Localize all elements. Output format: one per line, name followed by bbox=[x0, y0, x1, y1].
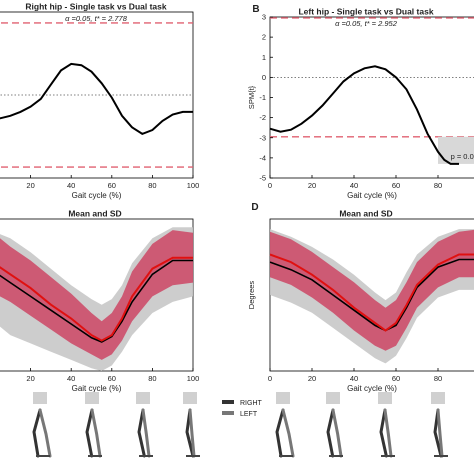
panel-b-ytick-label: 0 bbox=[262, 73, 266, 82]
panel-b-xtick-label: 80 bbox=[434, 181, 442, 190]
gait-left-leg bbox=[383, 408, 393, 458]
panel-b-letter: B bbox=[252, 4, 259, 15]
panel-d-ylabel: Degrees bbox=[247, 281, 256, 310]
panel-b-title: Left hip - Single task vs Dual task bbox=[298, 7, 433, 17]
panel-b-ytick-label: -5 bbox=[259, 174, 266, 183]
gait-torso-box bbox=[183, 392, 197, 404]
panel-c-xtick-label: 40 bbox=[67, 374, 75, 383]
gait-figure bbox=[136, 392, 153, 458]
panel-b-xlabel: Gait cycle (%) bbox=[347, 191, 397, 200]
panel-b-ytick-label: 1 bbox=[262, 53, 266, 62]
gait-right-leg bbox=[275, 408, 285, 458]
gait-figure bbox=[85, 392, 102, 458]
panel-b-ytick-label: -4 bbox=[259, 153, 266, 162]
gait-torso-box bbox=[326, 392, 340, 404]
gait-figure bbox=[431, 392, 448, 458]
panel-d-letter: D bbox=[251, 202, 258, 213]
panel-b-ytick-label: -1 bbox=[259, 93, 266, 102]
panel-a-xtick-label: 20 bbox=[26, 181, 34, 190]
panel-b-ytick-label: -3 bbox=[259, 133, 266, 142]
panel-d-xtick-label: 60 bbox=[392, 374, 400, 383]
panel-a-annotation: α =0.05, t* = 2.778 bbox=[65, 14, 128, 23]
gait-left-leg bbox=[90, 408, 102, 458]
panel-d-xtick-label: 20 bbox=[308, 374, 316, 383]
panel-a-frame bbox=[0, 11, 194, 179]
panel-d-sd-band-red bbox=[270, 229, 474, 351]
gait-right-leg bbox=[137, 408, 146, 458]
panel-a-series-line bbox=[0, 62, 193, 136]
panel-b-xtick-label: 20 bbox=[308, 181, 316, 190]
gait-right-leg bbox=[85, 408, 94, 458]
gait-figure bbox=[32, 392, 52, 458]
gait-torso-box bbox=[136, 392, 150, 404]
panel-d-xtick-label: 0 bbox=[268, 374, 272, 383]
panel-b-annotation: α =0.05, t* = 2.952 bbox=[335, 19, 398, 28]
panel-a-xtick-label: 40 bbox=[67, 181, 75, 190]
panel-d-title: Mean and SD bbox=[339, 209, 392, 219]
gait-figure bbox=[378, 392, 395, 458]
legend-right-label: RIGHT bbox=[240, 400, 263, 407]
panel-d-mean-line-red bbox=[269, 253, 474, 332]
gait-torso-box bbox=[378, 392, 392, 404]
panel-c-mean-line-red bbox=[0, 256, 193, 342]
gait-torso-box bbox=[276, 392, 290, 404]
panel-d-xtick-label: 40 bbox=[350, 374, 358, 383]
legend-left-label: LEFT bbox=[240, 411, 258, 418]
panel-b-series-line bbox=[269, 65, 459, 165]
panel-a-xtick-label: 100 bbox=[187, 181, 200, 190]
gait-right-leg bbox=[185, 408, 195, 458]
gait-right-leg bbox=[32, 408, 42, 458]
panel-b-ytick-label: 3 bbox=[262, 13, 266, 22]
gait-figure bbox=[326, 392, 343, 458]
gait-right-leg bbox=[433, 408, 443, 458]
gait-left-leg bbox=[331, 408, 343, 458]
panel-c-xtick-label: 100 bbox=[187, 374, 200, 383]
panel-b-ytick-label: -2 bbox=[259, 113, 266, 122]
panel-c-sd-band-red bbox=[0, 230, 193, 360]
panel-a-title: Right hip - Single task vs Dual task bbox=[25, 2, 166, 12]
panel-b-ylabel: SPM{t} bbox=[247, 85, 256, 109]
panel-c-title: Mean and SD bbox=[68, 209, 121, 219]
gait-right-leg bbox=[326, 408, 335, 458]
gait-torso-box bbox=[33, 392, 47, 404]
gait-torso-box bbox=[85, 392, 99, 404]
panel-b-xtick-label: 0 bbox=[268, 181, 272, 190]
gait-left-leg bbox=[38, 408, 52, 458]
gait-left-leg bbox=[436, 408, 444, 458]
panel-b-ytick-label: 2 bbox=[262, 33, 266, 42]
panel-b-cluster-label: p = 0.00 bbox=[451, 152, 474, 161]
panel-a-xtick-label: 80 bbox=[148, 181, 156, 190]
gait-figure bbox=[275, 392, 295, 458]
panel-a-xtick-label: 60 bbox=[108, 181, 116, 190]
panel-c-xlabel: Gait cycle (%) bbox=[72, 384, 122, 393]
gait-left-leg bbox=[281, 408, 295, 458]
gait-right-leg bbox=[379, 408, 388, 458]
gait-left-leg bbox=[141, 408, 151, 458]
gait-figure bbox=[183, 392, 200, 458]
panel-c-xtick-label: 60 bbox=[108, 374, 116, 383]
panel-c-xtick-label: 80 bbox=[148, 374, 156, 383]
panel-b-xtick-label: 60 bbox=[392, 181, 400, 190]
panel-c-xtick-label: 20 bbox=[26, 374, 34, 383]
panel-c-mean-line-black bbox=[0, 259, 193, 343]
gait-left-leg bbox=[188, 408, 196, 458]
panel-a-xlabel: Gait cycle (%) bbox=[72, 191, 122, 200]
panel-b-xtick-label: 40 bbox=[350, 181, 358, 190]
panel-d-xlabel: Gait cycle (%) bbox=[347, 384, 397, 393]
panel-d-xtick-label: 80 bbox=[434, 374, 442, 383]
gait-torso-box bbox=[431, 392, 445, 404]
